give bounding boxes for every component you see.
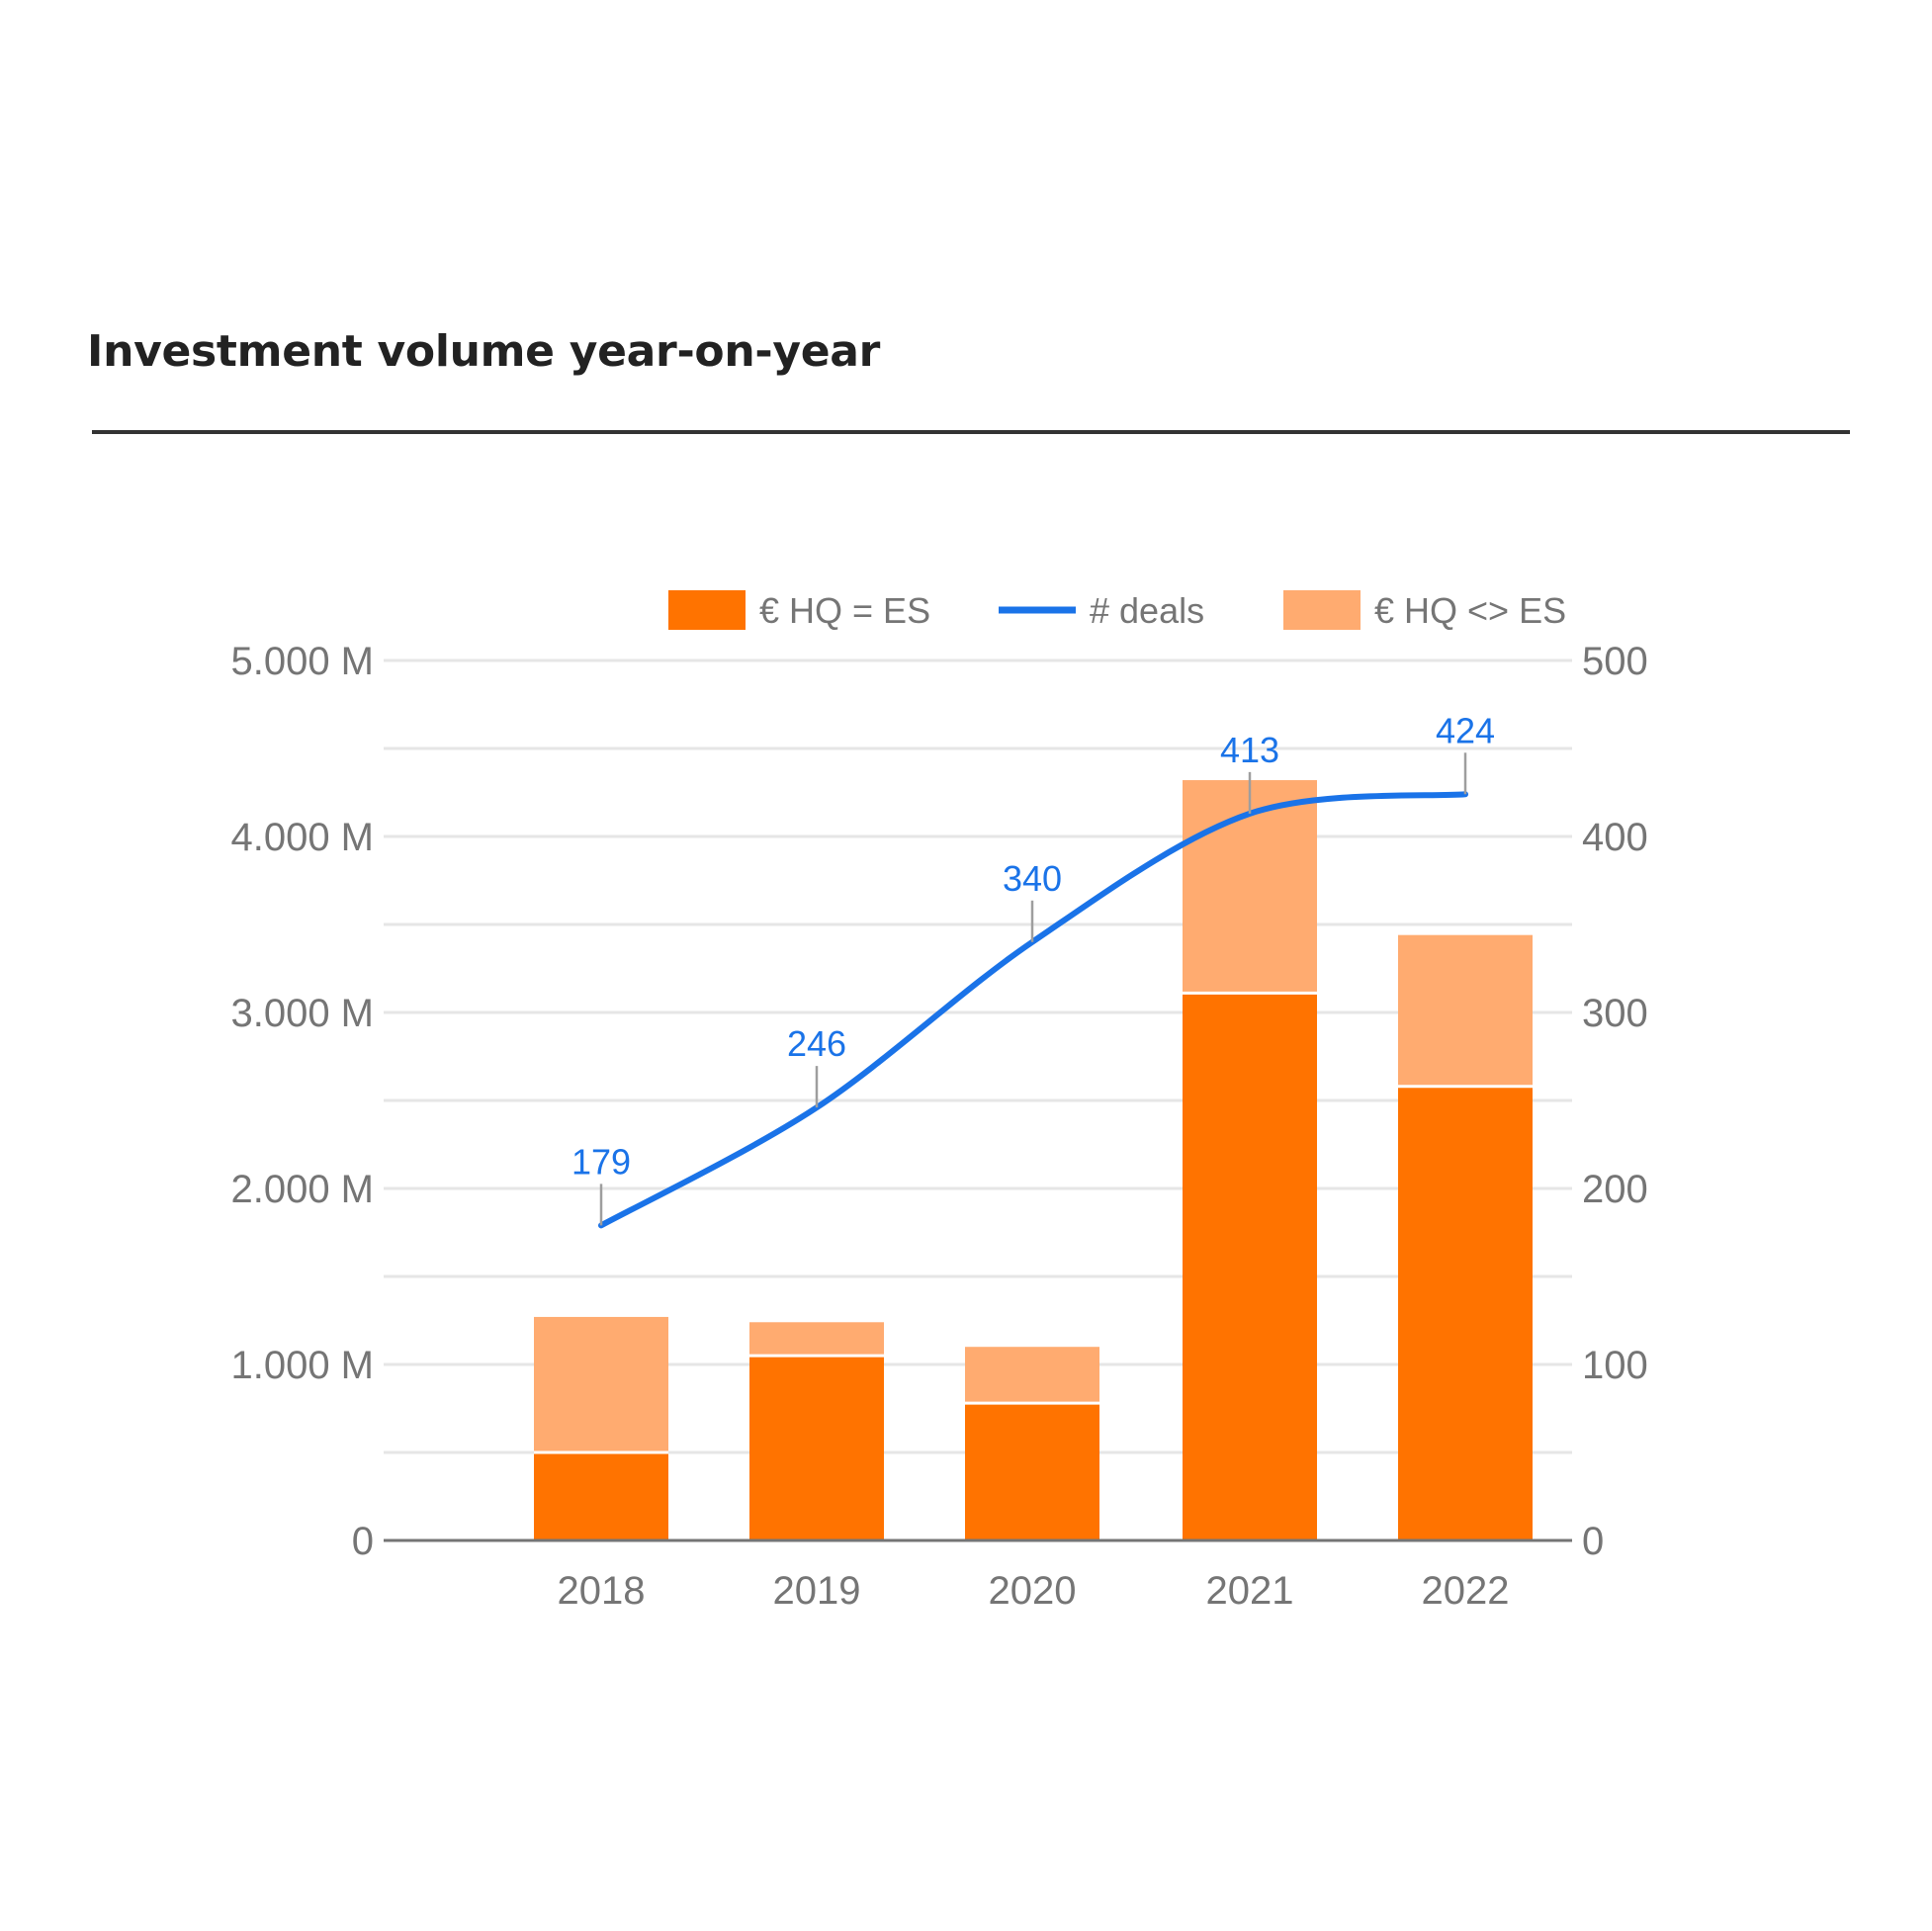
y-right-tick-label: 300 <box>1582 992 1648 1035</box>
y-left-tick-label: 3.000 M <box>230 992 374 1035</box>
y-right-tick-label: 200 <box>1582 1168 1648 1211</box>
y-right-tick-label: 400 <box>1582 816 1648 859</box>
bar-series <box>534 780 1533 1540</box>
data-label-2021: 413 <box>1220 730 1279 770</box>
data-label-2020: 340 <box>1003 858 1062 899</box>
y-right-tick-label: 0 <box>1582 1520 1604 1563</box>
y-right-tick-label: 100 <box>1582 1344 1648 1387</box>
bar-2018-series-0 <box>534 1452 668 1540</box>
bar-2019-series-1 <box>749 1322 884 1357</box>
y-left-tick-label: 0 <box>352 1520 374 1563</box>
line-series <box>598 791 1468 1229</box>
data-label-2019: 246 <box>787 1023 846 1064</box>
x-tick-label: 2021 <box>1206 1569 1294 1613</box>
y-right-tick-label: 500 <box>1582 640 1648 683</box>
chart-legend: € HQ = ES # deals € HQ <> ES <box>668 590 1566 631</box>
data-label-2018: 179 <box>571 1141 631 1182</box>
data-labels: 179 246 340 413 424 <box>571 710 1495 1226</box>
bar-2020-series-0 <box>965 1403 1099 1540</box>
legend-label: # deals <box>1090 590 1204 631</box>
x-tick-label: 2022 <box>1422 1569 1510 1613</box>
y-left-tick-label: 4.000 M <box>230 816 374 859</box>
y-left-tick-label: 2.000 M <box>230 1168 374 1211</box>
bar-2022-series-0 <box>1398 1086 1533 1540</box>
title-divider <box>92 430 1850 434</box>
x-tick-label: 2018 <box>558 1569 646 1613</box>
bar-2020-series-1 <box>965 1347 1099 1404</box>
legend-swatch <box>1283 590 1361 630</box>
axes: 0 1.000 M 2.000 M 3.000 M 4.000 M 5.000 M 0 100… <box>230 640 1647 1613</box>
legend-swatch <box>668 590 746 630</box>
bar-2021-series-0 <box>1183 993 1317 1540</box>
legend-label: € HQ = ES <box>759 590 930 631</box>
deals-line <box>598 791 1468 1229</box>
x-tick-label: 2020 <box>989 1569 1077 1613</box>
y-left-tick-label: 1.000 M <box>230 1344 374 1387</box>
y-left-tick-label: 5.000 M <box>230 640 374 683</box>
bar-2022-series-1 <box>1398 934 1533 1087</box>
bar-2018-series-1 <box>534 1316 668 1452</box>
bar-2019-series-0 <box>749 1356 884 1540</box>
data-label-2022: 424 <box>1436 710 1495 750</box>
x-tick-label: 2019 <box>773 1569 861 1613</box>
legend-label: € HQ <> ES <box>1374 590 1566 631</box>
page-title: Investment volume year-on-year <box>87 326 881 377</box>
